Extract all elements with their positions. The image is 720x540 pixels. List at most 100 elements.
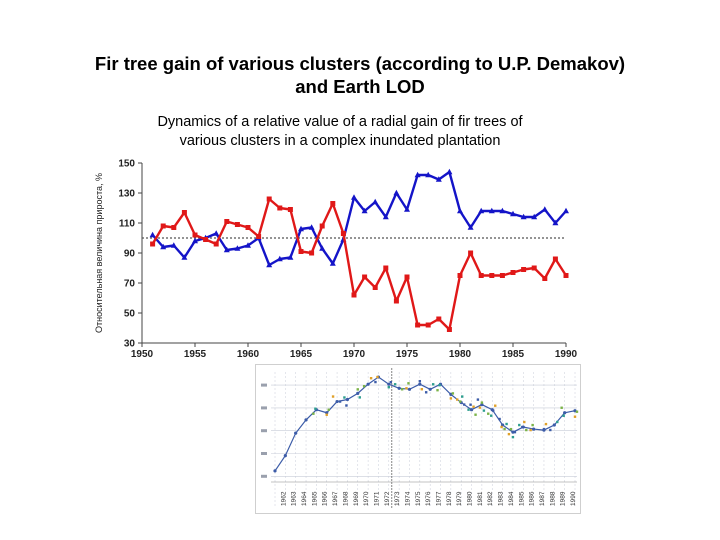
- lod-cluster-marker: [573, 415, 577, 418]
- lod-x-tick-label: 1983: [498, 491, 505, 506]
- series-1-point: [404, 206, 410, 212]
- series-1-point: [510, 210, 516, 217]
- lod-cluster-marker: [549, 428, 552, 432]
- lod-x-tick-label: 1985: [518, 491, 525, 506]
- series-2-point: [362, 274, 368, 280]
- lod-point: [397, 386, 401, 390]
- lod-cluster-marker: [575, 410, 579, 413]
- lod-cluster-marker: [456, 398, 459, 401]
- lod-x-tick-label: 1977: [436, 491, 443, 506]
- series-2-point: [266, 196, 272, 202]
- series-1-point: [393, 189, 400, 196]
- lod-point: [356, 391, 360, 395]
- lod-cluster-marker: [562, 414, 565, 417]
- lod-y-tick-mark: [261, 429, 267, 433]
- lod-y-tick-mark: [261, 474, 267, 478]
- series-1-point: [552, 219, 559, 226]
- series-2-point: [552, 256, 558, 262]
- lod-x-tick-label: 1979: [456, 491, 463, 506]
- lod-cluster-marker: [531, 423, 534, 427]
- lod-point: [532, 427, 536, 431]
- lod-cluster-marker: [327, 408, 330, 411]
- lod-x-tick-label: 1982: [487, 491, 494, 506]
- series-1-point: [446, 168, 453, 175]
- series-1-point: [245, 242, 251, 248]
- lod-cluster-marker: [356, 388, 359, 391]
- lod-cluster-marker: [389, 381, 392, 384]
- lod-cluster-marker: [451, 392, 455, 395]
- gain-chart-axes: 30 50 70 90 110 130 150 1950 1955 1960 1965 1970 197…: [118, 159, 577, 361]
- x-tick-label: 1965: [290, 349, 313, 360]
- lod-x-tick-label: 1973: [394, 491, 401, 506]
- lod-cluster-marker: [420, 388, 424, 391]
- lod-cluster-marker: [325, 413, 328, 416]
- series-1-point: [382, 213, 389, 220]
- series-2-point: [436, 316, 442, 322]
- series-1-point: [478, 207, 485, 214]
- series-2-point: [256, 234, 262, 239]
- lod-point: [552, 423, 556, 427]
- lod-cluster-marker: [474, 413, 477, 416]
- lod-cluster-marker: [376, 375, 379, 379]
- series-2-point: [298, 249, 304, 254]
- lod-cluster-marker: [331, 395, 335, 398]
- series-2-point: [425, 322, 431, 328]
- series-2-point: [542, 276, 548, 281]
- lod-cluster-marker: [560, 406, 563, 409]
- lod-chart-grid: [255, 364, 581, 514]
- series-1-point: [361, 207, 368, 214]
- lod-y-tick-mark: [261, 406, 267, 410]
- chart-title-line1: Dynamics of a relative value of a radial…: [157, 114, 523, 130]
- lod-chart-series: [273, 375, 579, 473]
- lod-cluster-marker: [387, 386, 390, 389]
- series-2-point: [277, 205, 283, 211]
- lod-point: [469, 408, 474, 412]
- lod-cluster-marker: [521, 425, 524, 429]
- lod-cluster-marker: [369, 377, 373, 380]
- lod-cluster-marker: [523, 420, 526, 424]
- lod-cluster-marker: [469, 403, 472, 406]
- lod-cluster-marker: [525, 428, 528, 432]
- series-2-point: [457, 273, 463, 278]
- lod-cluster-marker: [345, 404, 348, 407]
- lod-x-tick-label: 1966: [322, 491, 329, 506]
- lod-point: [366, 382, 370, 386]
- lod-chart: 1962 1963 1964 1965 1966 1967 1968 1969 1970 1971…: [255, 364, 581, 514]
- series-1-point: [213, 230, 220, 236]
- lod-cluster-marker: [511, 435, 515, 439]
- lod-cluster-marker: [518, 423, 521, 427]
- lod-cluster-marker: [459, 400, 462, 403]
- lod-x-tick-label: 1972: [384, 491, 391, 506]
- series-1-point: [414, 171, 421, 178]
- lod-cluster-marker: [556, 420, 559, 424]
- series-2-point: [234, 222, 240, 227]
- lod-point: [294, 431, 298, 435]
- lod-point: [563, 411, 567, 415]
- lod-cluster-marker: [463, 403, 466, 406]
- series-1-point: [329, 260, 336, 266]
- series-1-point: [308, 224, 315, 230]
- series-1-point: [563, 207, 569, 214]
- lod-x-tick-label: 1968: [342, 491, 349, 506]
- lod-cluster-marker: [494, 404, 497, 407]
- series-2-point: [319, 223, 325, 229]
- lod-cluster-marker: [374, 380, 377, 384]
- lod-cluster-marker: [467, 408, 470, 411]
- series-2-point: [383, 265, 389, 271]
- lod-cluster-marker: [400, 388, 404, 391]
- series-1-point: [181, 254, 188, 260]
- series-2-point: [245, 225, 251, 230]
- series-1-point: [425, 171, 432, 178]
- lod-point: [335, 399, 339, 404]
- x-tick-label: 1980: [449, 349, 472, 360]
- x-tick-label: 1960: [237, 349, 260, 360]
- lod-x-tick-label: 1981: [477, 491, 484, 506]
- lod-cluster-marker: [513, 430, 517, 434]
- lod-cluster-marker: [436, 389, 439, 392]
- x-tick-label: 1990: [555, 349, 578, 360]
- lod-point: [511, 430, 515, 434]
- lod-x-tick-label: 1990: [570, 491, 577, 506]
- slide-title: Fir tree gain of various clusters (accor…: [20, 52, 700, 98]
- lod-cluster-marker: [472, 405, 475, 408]
- lod-point: [283, 454, 287, 458]
